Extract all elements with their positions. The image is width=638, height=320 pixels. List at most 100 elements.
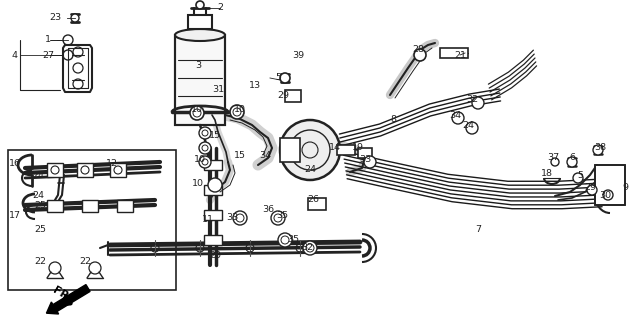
Text: 22: 22 bbox=[79, 258, 91, 267]
Circle shape bbox=[452, 112, 464, 124]
Text: 35: 35 bbox=[276, 211, 288, 220]
Bar bbox=[82, 200, 98, 212]
Circle shape bbox=[271, 211, 285, 225]
Circle shape bbox=[280, 120, 340, 180]
Bar bbox=[595, 165, 625, 205]
Text: 10: 10 bbox=[192, 179, 204, 188]
Text: 32: 32 bbox=[466, 95, 478, 105]
Bar bbox=[204, 160, 222, 170]
Text: 6: 6 bbox=[569, 154, 575, 163]
Bar bbox=[47, 200, 63, 212]
Bar bbox=[358, 148, 372, 158]
Circle shape bbox=[199, 127, 211, 139]
Circle shape bbox=[71, 14, 79, 22]
Text: 30: 30 bbox=[599, 190, 611, 199]
Ellipse shape bbox=[175, 29, 225, 41]
Text: 29: 29 bbox=[277, 91, 289, 100]
Circle shape bbox=[364, 156, 376, 168]
Text: 26: 26 bbox=[307, 196, 319, 204]
Text: 9: 9 bbox=[622, 183, 628, 193]
Text: 19: 19 bbox=[352, 143, 364, 153]
Text: 32: 32 bbox=[301, 244, 313, 252]
Circle shape bbox=[587, 185, 597, 195]
Bar bbox=[175, 35, 225, 125]
Text: 24: 24 bbox=[304, 165, 316, 174]
Text: 36: 36 bbox=[262, 205, 274, 214]
Text: 3: 3 bbox=[195, 60, 201, 69]
Circle shape bbox=[280, 73, 290, 83]
Text: 14: 14 bbox=[329, 143, 341, 153]
Text: 27: 27 bbox=[42, 51, 54, 60]
Text: 35: 35 bbox=[287, 236, 299, 244]
Bar bbox=[440, 48, 468, 58]
Text: 34: 34 bbox=[449, 110, 461, 119]
Circle shape bbox=[472, 97, 484, 109]
Bar bbox=[595, 165, 625, 205]
Text: 7: 7 bbox=[475, 226, 481, 235]
Text: 23: 23 bbox=[49, 13, 61, 22]
Text: 15: 15 bbox=[209, 131, 221, 140]
Text: 37: 37 bbox=[547, 154, 559, 163]
Text: 16: 16 bbox=[9, 158, 21, 167]
Text: 5: 5 bbox=[275, 74, 281, 83]
Text: 1: 1 bbox=[45, 36, 51, 44]
Text: 24: 24 bbox=[32, 171, 44, 180]
Text: 5: 5 bbox=[577, 171, 583, 180]
Text: 33: 33 bbox=[226, 213, 238, 222]
Circle shape bbox=[199, 142, 211, 154]
Text: 2: 2 bbox=[217, 4, 223, 12]
Circle shape bbox=[278, 233, 292, 247]
Bar bbox=[285, 90, 301, 102]
Bar bbox=[308, 198, 326, 210]
Text: 4: 4 bbox=[12, 51, 18, 60]
Text: 28: 28 bbox=[412, 45, 424, 54]
Bar bbox=[204, 210, 222, 220]
Circle shape bbox=[199, 156, 211, 168]
Text: 34: 34 bbox=[259, 150, 271, 159]
Bar bbox=[337, 145, 355, 155]
Text: 25: 25 bbox=[34, 201, 46, 210]
Text: 39: 39 bbox=[292, 51, 304, 60]
Circle shape bbox=[414, 49, 426, 61]
Bar bbox=[175, 35, 225, 125]
Circle shape bbox=[208, 178, 222, 192]
Text: 25: 25 bbox=[34, 226, 46, 235]
Circle shape bbox=[233, 211, 247, 225]
Circle shape bbox=[593, 145, 603, 155]
Bar bbox=[110, 163, 126, 177]
Bar bbox=[77, 163, 93, 177]
Text: 8: 8 bbox=[390, 116, 396, 124]
Text: 13: 13 bbox=[249, 81, 261, 90]
Text: 22: 22 bbox=[34, 258, 46, 267]
Text: 17: 17 bbox=[9, 211, 21, 220]
Text: FR.: FR. bbox=[50, 285, 73, 304]
Text: 10: 10 bbox=[234, 106, 246, 115]
Text: 31: 31 bbox=[212, 85, 224, 94]
Circle shape bbox=[190, 106, 204, 120]
Circle shape bbox=[196, 1, 204, 9]
Text: 21: 21 bbox=[454, 51, 466, 60]
Circle shape bbox=[303, 241, 317, 255]
Bar bbox=[204, 185, 222, 195]
Bar bbox=[204, 235, 222, 245]
Text: 33: 33 bbox=[359, 156, 371, 164]
Text: 12: 12 bbox=[106, 158, 118, 167]
FancyArrow shape bbox=[47, 284, 90, 314]
Circle shape bbox=[551, 158, 559, 166]
Bar bbox=[117, 200, 133, 212]
Bar bbox=[8, 150, 176, 290]
Bar bbox=[188, 15, 212, 29]
Bar bbox=[280, 138, 300, 162]
Text: 24: 24 bbox=[32, 190, 44, 199]
Text: 18: 18 bbox=[541, 169, 553, 178]
Text: 11: 11 bbox=[202, 215, 214, 225]
Circle shape bbox=[567, 157, 577, 167]
Text: 38: 38 bbox=[594, 143, 606, 153]
Text: 20: 20 bbox=[209, 251, 221, 260]
Circle shape bbox=[573, 173, 583, 183]
Circle shape bbox=[603, 190, 613, 200]
Circle shape bbox=[230, 105, 244, 119]
Circle shape bbox=[466, 122, 478, 134]
Text: 15: 15 bbox=[234, 150, 246, 159]
Text: 29: 29 bbox=[584, 183, 596, 193]
